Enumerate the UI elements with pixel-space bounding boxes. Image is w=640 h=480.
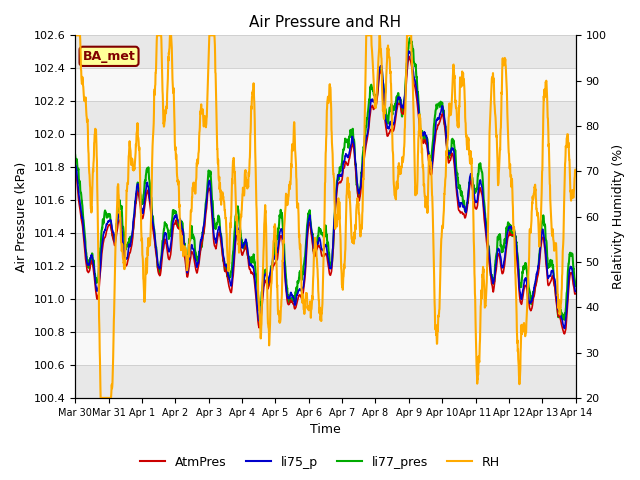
Bar [75,36,576,68]
Bar [75,332,576,365]
Bar [75,68,576,101]
Bar [75,266,576,299]
Bar [75,101,576,134]
Bar [75,365,576,398]
Bar [75,299,576,332]
Bar [75,134,576,167]
Title: Air Pressure and RH: Air Pressure and RH [250,15,401,30]
Text: BA_met: BA_met [83,50,136,63]
Y-axis label: Relativity Humidity (%): Relativity Humidity (%) [612,144,625,289]
Bar [75,200,576,233]
X-axis label: Time: Time [310,423,341,436]
Y-axis label: Air Pressure (kPa): Air Pressure (kPa) [15,161,28,272]
Bar [75,167,576,200]
Legend: AtmPres, li75_p, li77_pres, RH: AtmPres, li75_p, li77_pres, RH [135,451,505,474]
Bar [75,233,576,266]
